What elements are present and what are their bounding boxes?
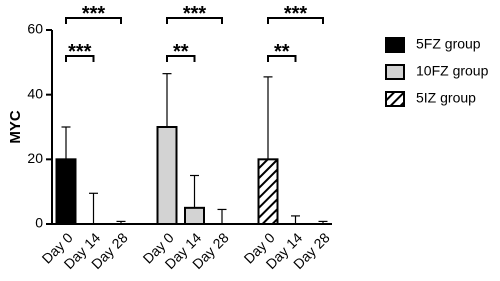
- bar: [257, 158, 279, 225]
- bar: [55, 158, 77, 225]
- significance-bracket: [166, 55, 196, 62]
- legend-swatch: [385, 64, 405, 80]
- significance-label: **: [274, 41, 290, 63]
- significance-bracket: [267, 55, 297, 62]
- legend-label: 5FZ group: [416, 36, 481, 52]
- significance-label: ***: [284, 3, 308, 25]
- significance-bracket: [65, 17, 122, 24]
- significance-bracket: [267, 17, 324, 24]
- y-tick-label: 60: [27, 21, 43, 37]
- significance-label: ***: [68, 41, 92, 63]
- significance-bracket: [65, 55, 95, 62]
- significance-label: ***: [82, 3, 106, 25]
- significance-label: ***: [183, 3, 207, 25]
- legend-swatch: [385, 91, 405, 107]
- y-axis-label: MYC: [7, 110, 24, 144]
- y-tick-label: 20: [27, 150, 43, 166]
- legend-label: 5IZ group: [416, 90, 476, 106]
- y-tick-label: 40: [27, 85, 43, 101]
- legend-label: 10FZ group: [416, 63, 489, 79]
- significance-bracket: [166, 17, 223, 24]
- y-tick-label: 0: [35, 215, 43, 231]
- significance-label: **: [173, 41, 189, 63]
- bar: [156, 126, 178, 225]
- legend-swatch: [385, 37, 405, 53]
- bar: [184, 206, 205, 225]
